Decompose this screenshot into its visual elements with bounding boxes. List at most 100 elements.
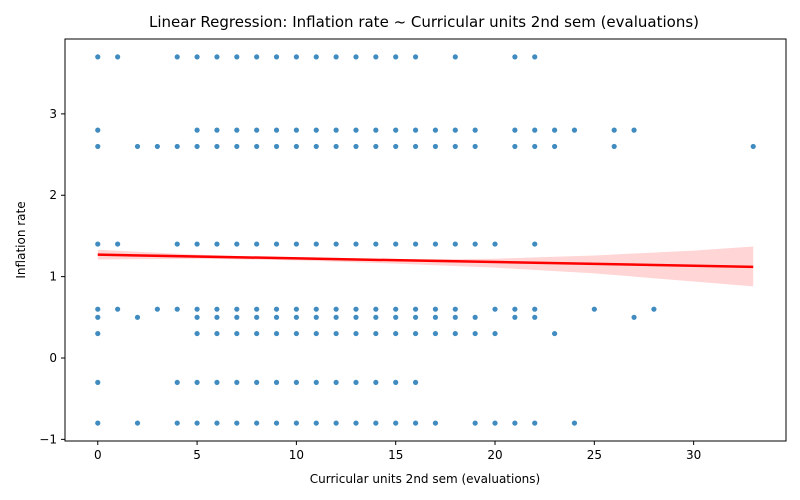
scatter-point	[273, 420, 280, 426]
scatter-point	[432, 314, 439, 320]
scatter-point	[532, 306, 538, 312]
scatter-point	[472, 314, 478, 320]
scatter-point	[214, 379, 220, 386]
scatter-point	[492, 306, 498, 312]
scatter-point	[393, 379, 399, 386]
scatter-point	[552, 127, 558, 133]
scatter-point	[254, 54, 260, 60]
scatter-point	[353, 306, 359, 312]
scatter-point	[214, 314, 220, 320]
scatter-point	[492, 241, 498, 247]
scatter-point	[631, 127, 637, 133]
scatter-point	[532, 54, 538, 60]
scatter-point	[214, 241, 220, 247]
scatter-point	[254, 379, 260, 386]
scatter-point	[194, 241, 200, 247]
scatter-point	[333, 379, 339, 386]
scatter-point	[512, 143, 518, 150]
scatter-point	[313, 143, 319, 150]
scatter-point	[412, 54, 419, 60]
scatter-point	[373, 54, 379, 60]
scatter-point	[254, 143, 260, 150]
scatter-point	[293, 241, 299, 247]
scatter-point	[333, 54, 339, 60]
x-axis: 0 5 10 15 20 25 30	[94, 441, 701, 462]
scatter-point	[393, 127, 399, 133]
scatter-point	[293, 379, 299, 386]
scatter-point	[313, 241, 319, 247]
scatter-point	[611, 127, 617, 133]
scatter-point	[432, 241, 439, 247]
scatter-point	[532, 127, 538, 133]
scatter-point	[412, 420, 419, 426]
scatter-point	[393, 54, 399, 60]
scatter-point	[313, 420, 319, 426]
scatter-point	[234, 241, 240, 247]
scatter-point	[412, 143, 419, 150]
scatter-point	[174, 306, 180, 312]
scatter-point	[532, 420, 538, 426]
scatter-point	[234, 306, 240, 312]
scatter-point	[532, 314, 538, 320]
scatter-point	[432, 306, 439, 312]
scatter-point	[293, 314, 299, 320]
scatter-point	[432, 330, 439, 337]
scatter-point	[194, 127, 200, 133]
scatter-point	[353, 330, 359, 337]
y-axis-title: Inflation rate	[14, 201, 28, 278]
scatter-point	[452, 54, 458, 60]
scatter-point	[293, 306, 299, 312]
scatter-point	[492, 330, 498, 337]
scatter-point	[234, 143, 240, 150]
scatter-point	[333, 241, 339, 247]
scatter-point	[393, 306, 399, 312]
scatter-point	[214, 127, 220, 133]
scatter-point	[174, 241, 180, 247]
scatter-point	[214, 330, 220, 337]
y-tick-label: 2	[49, 188, 57, 202]
scatter-point	[333, 330, 339, 337]
scatter-point	[273, 54, 280, 60]
plot-frame	[64, 38, 787, 442]
scatter-point	[273, 143, 280, 150]
scatter-point	[412, 330, 419, 337]
scatter-point	[174, 54, 180, 60]
scatter-point	[412, 241, 419, 247]
x-tick-label: 30	[686, 448, 701, 462]
scatter-point	[373, 306, 379, 312]
scatter-point	[293, 127, 299, 133]
scatter-point	[313, 330, 319, 337]
scatter-point	[95, 306, 101, 312]
scatter-point	[452, 306, 458, 312]
scatter-point	[452, 143, 458, 150]
scatter-point	[293, 54, 299, 60]
scatter-point	[373, 314, 379, 320]
scatter-point	[154, 143, 160, 150]
scatter-point	[333, 420, 339, 426]
scatter-point	[313, 54, 319, 60]
scatter-point	[373, 241, 379, 247]
plot-area	[95, 54, 756, 426]
scatter-point	[234, 330, 240, 337]
scatter-point	[234, 314, 240, 320]
scatter-point	[273, 127, 280, 133]
scatter-point	[194, 54, 200, 60]
scatter-point	[611, 143, 617, 150]
scatter-point	[194, 306, 200, 312]
scatter-point	[174, 379, 180, 386]
scatter-point	[472, 420, 478, 426]
scatter-point	[174, 143, 180, 150]
scatter-point	[512, 306, 518, 312]
scatter-point	[353, 127, 359, 133]
scatter-point	[512, 54, 518, 60]
scatter-point	[532, 241, 538, 247]
scatter-point	[333, 306, 339, 312]
scatter-point	[95, 54, 101, 60]
scatter-point	[452, 314, 458, 320]
scatter-point	[412, 127, 419, 133]
scatter-point	[452, 241, 458, 247]
scatter-point	[373, 127, 379, 133]
scatter-point	[134, 143, 141, 150]
